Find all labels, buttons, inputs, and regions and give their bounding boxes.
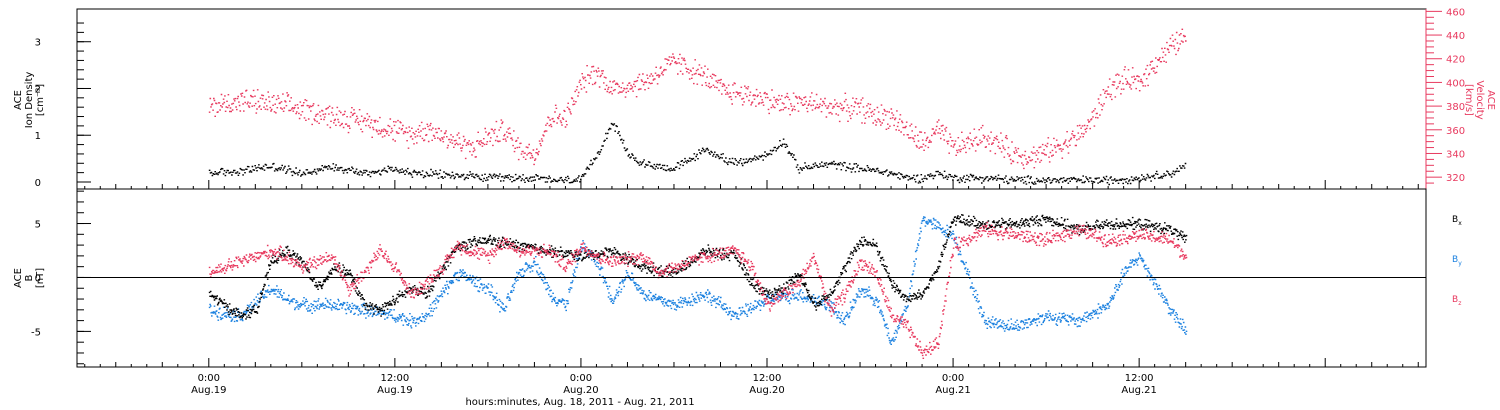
- legend-entry-x: Bx: [1452, 215, 1462, 227]
- by-series: [208, 216, 1188, 345]
- bx-series: [208, 214, 1188, 320]
- axis-label-line: Velocity: [1474, 80, 1485, 119]
- legend-entry-y: By: [1452, 255, 1462, 267]
- velocity-tick-label: 400: [1446, 78, 1465, 89]
- date-tick-label: Aug.19: [377, 385, 412, 396]
- time-tick-label: 12:00: [1125, 373, 1154, 384]
- bottom-series: [208, 214, 1188, 359]
- magnetic-field-axis: -5 0 5: [31, 190, 91, 365]
- density-tick-label: 2: [35, 84, 41, 95]
- ion-density-axis: 0 1 2 3: [35, 22, 91, 189]
- ion-density-series-points: [208, 122, 1187, 186]
- density-tick-label: 1: [35, 131, 41, 142]
- ion-density-series: [208, 122, 1187, 186]
- bz-series: [208, 221, 1188, 359]
- field-tick-label: -5: [31, 327, 41, 338]
- axis-label-line: [km/s]: [1463, 84, 1474, 116]
- date-tick-label: Aug.20: [563, 385, 598, 396]
- density-tick-label: 0: [35, 178, 41, 189]
- time-tick-label: 12:00: [753, 373, 782, 384]
- axis-label-line: [cm⁻³]: [35, 84, 46, 116]
- date-tick-label: Aug.21: [935, 385, 970, 396]
- time-axis-label: hours:minutes, Aug. 18, 2011 - Aug. 21, …: [465, 397, 694, 408]
- axis-label-line: [nT]: [35, 268, 46, 288]
- axis-label-line: ACE: [13, 90, 24, 110]
- bx-series-points: [208, 214, 1188, 320]
- time-axis: 0:00Aug.1912:00Aug.190:00Aug.2012:00Aug.…: [84, 180, 1419, 396]
- axis-label-line: B: [24, 274, 35, 281]
- by-series-points: [208, 216, 1188, 345]
- velocity-tick-label: 360: [1446, 126, 1465, 137]
- velocity-axis-label: ACEVelocity[km/s]: [1463, 80, 1496, 119]
- axis-label-line: Ion Density: [24, 72, 35, 129]
- density-tick-label: 3: [35, 38, 41, 49]
- velocity-tick-label: 340: [1446, 149, 1465, 160]
- velocity-tick-label: 460: [1446, 7, 1465, 18]
- bx-series-trace: [209, 218, 1186, 315]
- bottom-plot-frame: [76, 188, 1427, 368]
- time-tick-label: 0:00: [570, 373, 592, 384]
- axis-label-line: ACE: [1485, 90, 1496, 110]
- velocity-tick-label: 420: [1446, 55, 1465, 66]
- legend-symbol: B: [1452, 255, 1458, 265]
- velocity-tick-label: 380: [1446, 102, 1465, 113]
- field-tick-label: 0: [35, 273, 41, 284]
- date-tick-label: Aug.19: [191, 385, 226, 396]
- date-tick-label: Aug.20: [749, 385, 784, 396]
- axis-label-line: ACE: [13, 268, 24, 288]
- time-tick-label: 0:00: [198, 373, 220, 384]
- velocity-tick-label: 320: [1446, 173, 1465, 184]
- magnetic-field-axis-label: ACEB[nT]: [13, 268, 46, 288]
- date-tick-label: Aug.21: [1121, 385, 1156, 396]
- time-tick-label: 0:00: [942, 373, 964, 384]
- velocity-series-points: [208, 28, 1187, 170]
- legend-entry-z: Bz: [1452, 295, 1461, 307]
- legend-subscript: z: [1458, 300, 1461, 307]
- bz-series-points: [208, 221, 1188, 359]
- velocity-tick-label: 440: [1446, 31, 1465, 42]
- legend-subscript: y: [1458, 260, 1462, 267]
- legend-symbol: B: [1452, 295, 1458, 305]
- legend-subscript: x: [1458, 220, 1462, 227]
- velocity-series-trace: [209, 35, 1186, 156]
- velocity-axis: 320 340 360 380 400 420 440 460: [1425, 7, 1465, 189]
- top-series: [208, 28, 1187, 186]
- velocity-series: [208, 28, 1187, 170]
- time-tick-label: 12:00: [380, 373, 409, 384]
- legend-symbol: B: [1452, 215, 1458, 225]
- ion-density-axis-label: ACEIon Density[cm⁻³]: [13, 72, 46, 129]
- field-tick-label: 5: [35, 220, 41, 231]
